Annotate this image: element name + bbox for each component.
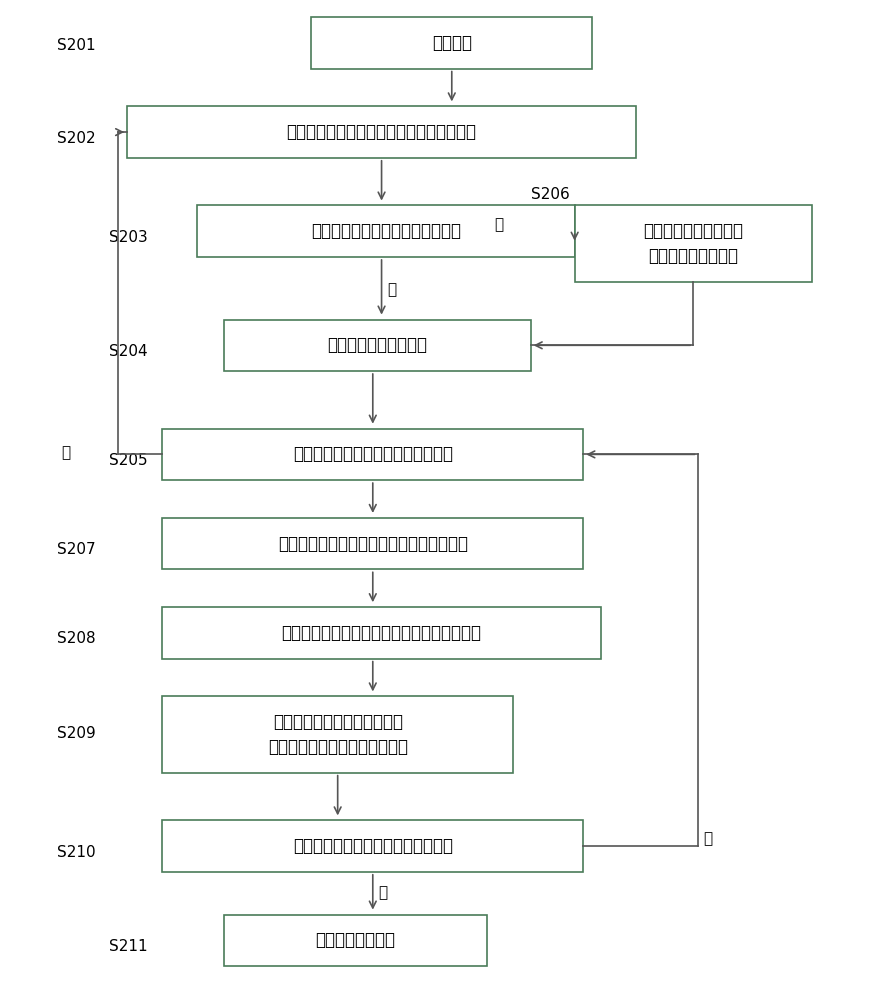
Text: S201: S201 (57, 38, 96, 53)
Text: S211: S211 (110, 939, 148, 954)
Text: S206: S206 (531, 187, 570, 202)
Text: S203: S203 (110, 230, 148, 245)
FancyBboxPatch shape (223, 915, 487, 966)
Text: S209: S209 (57, 726, 96, 741)
Text: 手持终端发送工作完结随机码到系统服务器: 手持终端发送工作完结随机码到系统服务器 (278, 535, 468, 553)
Text: 是: 是 (387, 282, 396, 297)
Text: 判断指纹是否与系统中录入的相符: 判断指纹是否与系统中录入的相符 (311, 222, 461, 240)
Text: 工作人员完成指纹确认: 工作人员完成指纹确认 (327, 336, 427, 354)
FancyBboxPatch shape (575, 205, 812, 282)
FancyBboxPatch shape (162, 696, 513, 773)
Text: S204: S204 (110, 344, 148, 359)
Text: 工作人员在手持终端重
新通过指纹进行确认: 工作人员在手持终端重 新通过指纹进行确认 (643, 222, 743, 265)
Text: S205: S205 (110, 453, 148, 468)
Text: 正确后对线路送电: 正确后对线路送电 (315, 931, 395, 949)
FancyBboxPatch shape (162, 607, 601, 659)
Text: 工作终结: 工作终结 (431, 34, 471, 52)
Text: 是: 是 (378, 885, 387, 900)
FancyBboxPatch shape (198, 205, 575, 257)
FancyBboxPatch shape (127, 106, 636, 158)
Text: 工作人员在手持终端通过指纹确认完成工作: 工作人员在手持终端通过指纹确认完成工作 (286, 123, 477, 141)
FancyBboxPatch shape (162, 820, 583, 872)
Text: 调度员终端接收到工作人员的
工作完结指令和工作完结随机码: 调度员终端接收到工作人员的 工作完结指令和工作完结随机码 (268, 713, 408, 756)
Text: S202: S202 (57, 131, 96, 146)
Text: 否: 否 (703, 832, 712, 847)
Text: 是否所有工作人员都已指纹确认完成: 是否所有工作人员都已指纹确认完成 (292, 445, 453, 463)
Text: S208: S208 (57, 631, 96, 646)
FancyBboxPatch shape (223, 320, 531, 371)
Text: 系统服务器发送工作完结随机码到调度员终端: 系统服务器发送工作完结随机码到调度员终端 (282, 624, 482, 642)
Text: 调度员核对工作完结随机码是否正确: 调度员核对工作完结随机码是否正确 (292, 837, 453, 855)
Text: S207: S207 (57, 542, 96, 557)
FancyBboxPatch shape (162, 518, 583, 569)
FancyBboxPatch shape (162, 429, 583, 480)
Text: 否: 否 (494, 217, 503, 232)
Text: S210: S210 (57, 845, 96, 860)
FancyBboxPatch shape (311, 17, 592, 69)
Text: 否: 否 (61, 445, 70, 460)
